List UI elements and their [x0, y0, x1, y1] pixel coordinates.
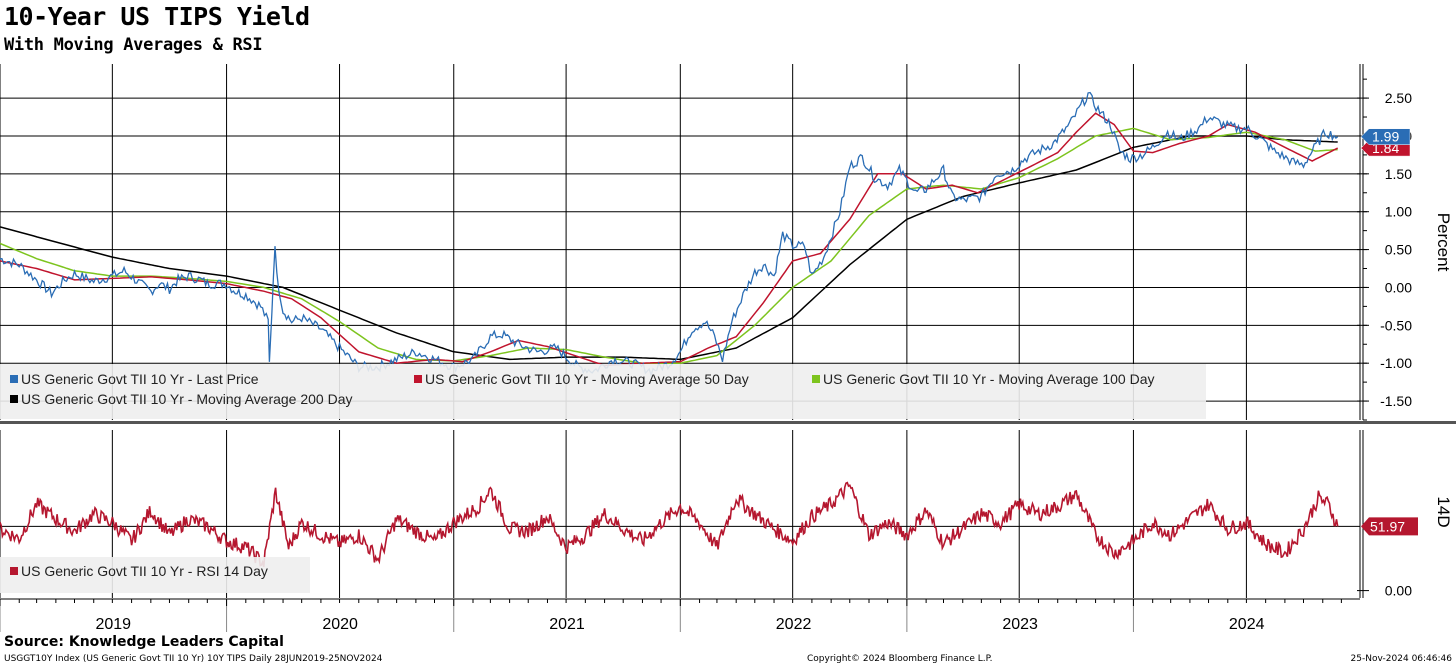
- yield-panel-legend: US Generic Govt TII 10 Yr - Last Price US…: [0, 364, 1206, 419]
- legend-label-ma100: US Generic Govt TII 10 Yr - Moving Avera…: [823, 371, 1155, 387]
- series-line-ma100: [0, 127, 1338, 364]
- legend-label-ma50: US Generic Govt TII 10 Yr - Moving Avera…: [425, 371, 749, 387]
- yield-panel-series: [0, 91, 1339, 378]
- y-tick-label: 2.50: [1385, 90, 1412, 106]
- legend-swatch-last_price: [10, 375, 18, 383]
- copyright-note: Copyright© 2024 Bloomberg Finance L.P.: [807, 654, 993, 664]
- legend-swatch-ma100: [812, 375, 820, 383]
- series-line-ma200: [0, 135, 1338, 361]
- timestamp-note: 25-Nov-2024 06:46:46: [1350, 654, 1452, 664]
- series-line-ma50: [0, 112, 1339, 367]
- x-tick-label: 2023: [1002, 616, 1038, 633]
- last-value-tag-last-price: 1.99: [1360, 128, 1411, 145]
- panel-separator: [0, 421, 1456, 424]
- yield-panel-axis: 2.502.001.501.000.500.00-0.50-1.00-1.50P…: [1357, 64, 1453, 421]
- y-tick-label: 0.50: [1385, 242, 1412, 258]
- last-value-tag-rsi-text: 51.97: [1370, 518, 1405, 534]
- series-line-rsi: [0, 481, 1339, 568]
- chart-subtitle: With Moving Averages & RSI: [4, 35, 263, 55]
- x-axis: 2019 2020 2021 2022 2023 2024: [0, 598, 1360, 633]
- y-tick-label: 1.50: [1385, 166, 1412, 182]
- ticker-note: USGGT10Y Index (US Generic Govt TII 10 Y…: [4, 654, 383, 664]
- chart-title: 10-Year US TIPS Yield: [4, 2, 310, 31]
- rsi-panel-series: [0, 481, 1339, 568]
- legend-label-rsi: US Generic Govt TII 10 Yr - RSI 14 Day: [21, 563, 268, 579]
- y-tick-label: 0.00: [1385, 279, 1412, 295]
- x-tick-label: 2024: [1229, 616, 1265, 633]
- legend-swatch-ma200: [10, 395, 18, 403]
- y-tick-label: -1.00: [1380, 355, 1412, 371]
- series-line-last_price: [0, 91, 1339, 378]
- x-tick-label: 2019: [95, 616, 131, 633]
- y-tick-label: -0.50: [1380, 317, 1412, 333]
- y-axis-label: Percent: [1434, 213, 1453, 272]
- legend-box: [0, 364, 1206, 419]
- last-value-tag-last-price-shape: [1360, 128, 1411, 145]
- x-tick-label: 2022: [776, 616, 812, 633]
- y-tick-label: -1.50: [1380, 393, 1412, 409]
- legend-swatch-ma50: [414, 375, 422, 383]
- legend-box: [0, 557, 310, 593]
- x-tick-label: 2020: [322, 616, 358, 633]
- x-tick-label: 2021: [549, 616, 585, 633]
- panel-divider: [0, 421, 1456, 424]
- y-tick-label: 1.00: [1385, 204, 1412, 220]
- y-axis-label: 14D: [1434, 496, 1453, 527]
- last-value-tag-rsi-shape: [1361, 517, 1418, 536]
- last-value-tag-last-price-text: 1.99: [1372, 129, 1399, 145]
- legend-swatch-rsi: [10, 567, 18, 575]
- legend-label-ma200: US Generic Govt TII 10 Yr - Moving Avera…: [21, 391, 353, 407]
- rsi-panel-axis: 0.00 14D 51.97: [1357, 430, 1453, 599]
- legend-label-last_price: US Generic Govt TII 10 Yr - Last Price: [21, 371, 259, 387]
- source-note: Source: Knowledge Leaders Capital: [4, 634, 284, 650]
- rsi-panel-legend: US Generic Govt TII 10 Yr - RSI 14 Day: [0, 557, 310, 593]
- y-tick-label: 0.00: [1385, 583, 1412, 599]
- last-value-tag-rsi: 51.97: [1361, 517, 1418, 536]
